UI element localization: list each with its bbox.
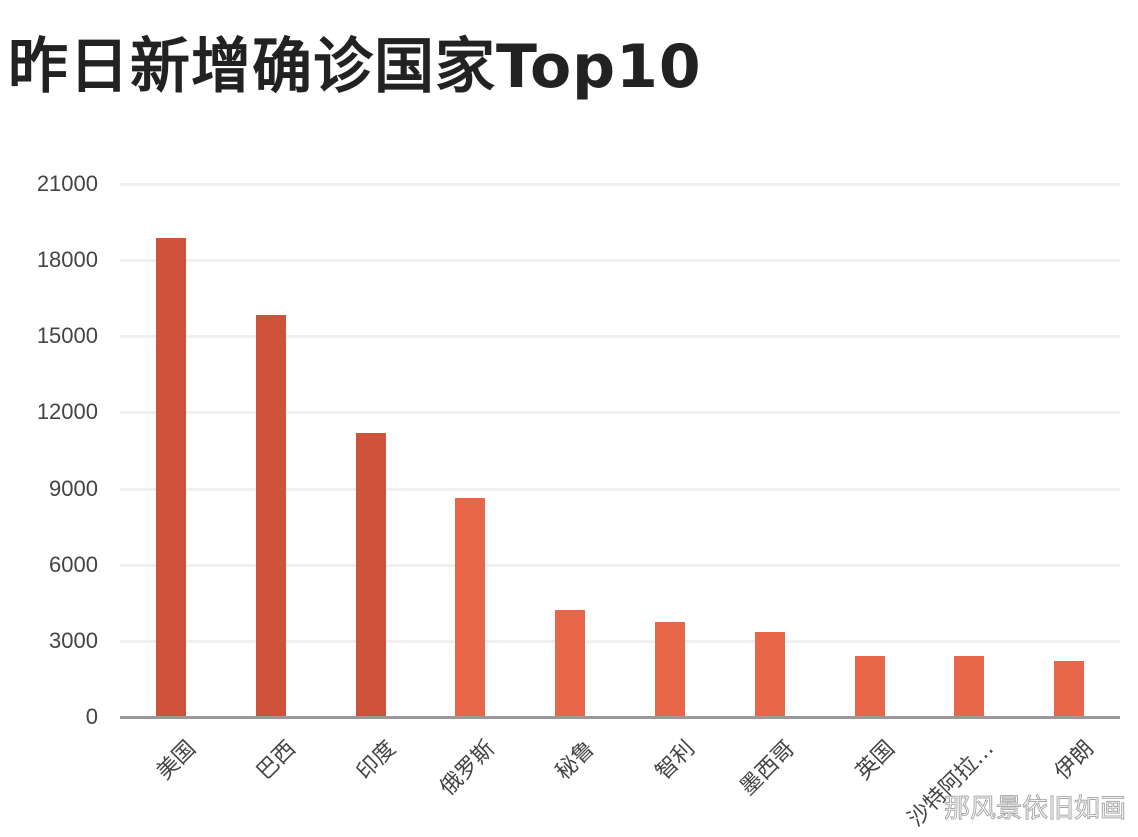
gridline bbox=[120, 563, 1120, 567]
bar-1[interactable] bbox=[255, 314, 286, 717]
x-tick-label: 俄罗斯 bbox=[435, 736, 501, 801]
gridline bbox=[120, 411, 1120, 415]
bar-9[interactable] bbox=[1054, 660, 1085, 717]
y-tick-label: 21000 bbox=[36, 171, 98, 196]
y-tick-label: 6000 bbox=[49, 551, 98, 577]
x-tick-label: 智利 bbox=[651, 736, 700, 786]
chart-title: 昨日新增确诊国家Top10 bbox=[8, 32, 702, 102]
x-tick-label: 巴西 bbox=[251, 736, 301, 786]
gridline bbox=[120, 335, 1120, 339]
x-tick-label: 英国 bbox=[850, 736, 900, 786]
bar-3[interactable] bbox=[455, 497, 486, 717]
x-axis-line bbox=[120, 716, 1120, 719]
y-tick-label: 0 bbox=[85, 704, 98, 729]
x-tick-label: 秘鲁 bbox=[551, 736, 601, 786]
bar-2[interactable] bbox=[355, 432, 386, 717]
y-tick-label: 12000 bbox=[36, 399, 98, 425]
bar-4[interactable] bbox=[555, 609, 586, 717]
y-tick-label: 9000 bbox=[49, 475, 98, 501]
bar-7[interactable] bbox=[854, 656, 885, 717]
bar-0[interactable] bbox=[156, 238, 186, 717]
x-tick-label: 印度 bbox=[351, 736, 401, 786]
gridline bbox=[120, 487, 1120, 491]
gridline bbox=[120, 639, 1120, 643]
x-tick-label: 伊朗 bbox=[1050, 736, 1100, 786]
y-tick-label: 15000 bbox=[36, 323, 98, 349]
x-tick-label: 墨西哥 bbox=[735, 736, 800, 801]
y-tick-label: 3000 bbox=[49, 627, 98, 653]
x-tick-label: 美国 bbox=[152, 736, 201, 786]
gridline bbox=[120, 183, 1120, 186]
bar-5[interactable] bbox=[655, 622, 685, 717]
y-tick-label: 18000 bbox=[36, 247, 98, 273]
bar-6[interactable] bbox=[754, 631, 785, 717]
bar-8[interactable] bbox=[954, 656, 985, 717]
watermark: 那风景依旧如画 bbox=[943, 794, 1126, 825]
gridline bbox=[120, 259, 1120, 263]
